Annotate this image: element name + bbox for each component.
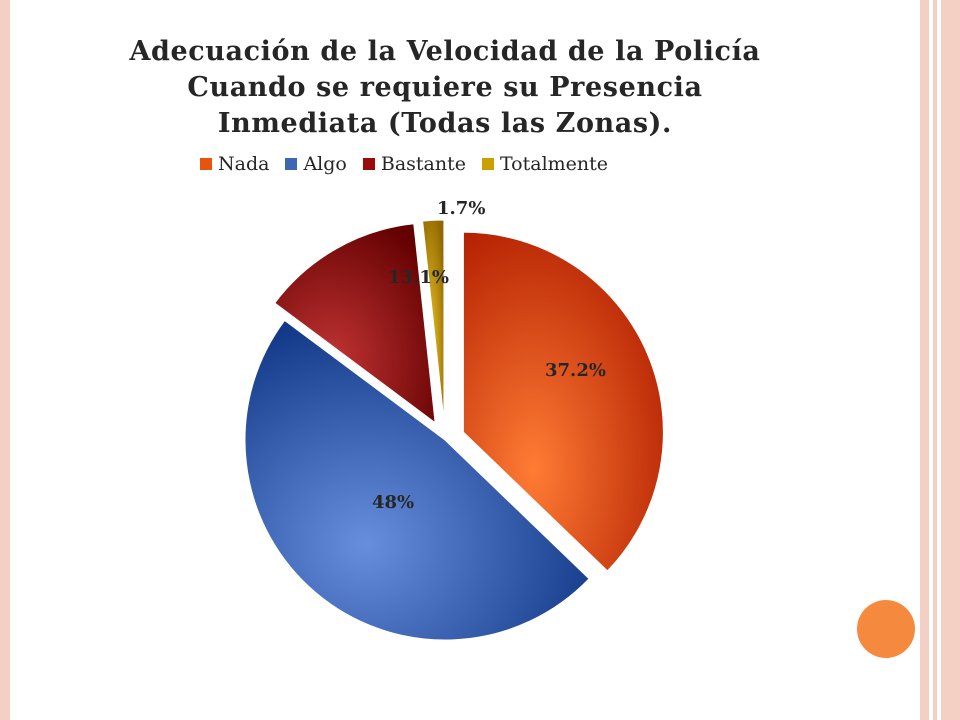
decor-strip <box>941 0 960 720</box>
chart-title-line: Adecuación de la Velocidad de la Policía <box>129 36 761 67</box>
legend-label: Algo <box>303 153 347 175</box>
legend-swatch <box>481 158 494 170</box>
data-label-algo: 48% <box>372 492 414 513</box>
chart-title-line: Inmediata (Todas las Zonas). <box>217 108 673 139</box>
pie-slice-algo <box>244 319 590 641</box>
data-label-nada: 37.2% <box>545 360 606 381</box>
chart-legend: Nada Algo Bastante Totalmente <box>200 153 700 175</box>
legend-swatch <box>200 158 212 170</box>
pie-slice-nada <box>462 231 664 572</box>
legend-swatch <box>285 158 298 170</box>
decor-circle <box>857 600 915 658</box>
legend-label: Nada <box>218 153 270 175</box>
legend-swatch <box>362 158 375 170</box>
pie-slice-bastante <box>274 223 436 424</box>
decor-strip <box>933 0 937 720</box>
legend-item-bastante: Bastante <box>362 153 466 175</box>
legend-item-totalmente: Totalmente <box>481 153 609 175</box>
legend-label: Totalmente <box>499 153 609 175</box>
legend-label: Bastante <box>380 153 466 175</box>
legend-item-algo: Algo <box>285 153 347 175</box>
chart-title: Adecuación de la Velocidad de la Policía… <box>120 34 770 142</box>
data-label-bastante: 13.1% <box>388 267 449 288</box>
decor-strip <box>920 0 929 720</box>
legend-item-nada: Nada <box>200 153 269 175</box>
pie-slice-totalmente <box>422 219 445 421</box>
data-label-totalmente: 1.7% <box>437 198 485 219</box>
chart-title-line: Cuando se requiere su Presencia <box>187 72 703 103</box>
